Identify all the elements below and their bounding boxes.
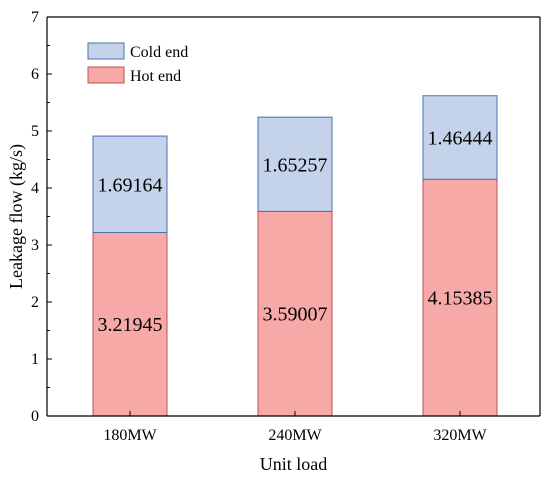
y-tick-label: 7 (31, 9, 39, 26)
y-tick-label: 0 (31, 408, 39, 425)
y-tick-label: 5 (31, 123, 39, 140)
data-label-cold-end-320mw: 1.46444 (428, 127, 493, 149)
data-label-hot-end-320mw: 4.15385 (428, 288, 493, 310)
data-labels-group: 3.21945 1.69164 3.59007 1.65257 4.15385 1.464… (98, 127, 493, 336)
x-axis-title: Unit load (260, 454, 328, 474)
bar-cold-end-180mw (92, 135, 168, 233)
bar-cold-end-240mw (257, 116, 333, 212)
bar-hot-end-180mw (92, 231, 168, 417)
bar-hot-end-320mw (422, 178, 498, 417)
data-label-hot-end-240mw: 3.59007 (263, 304, 328, 326)
legend-swatch-cold-end (87, 42, 125, 60)
data-label-cold-end-240mw: 1.65257 (263, 154, 328, 176)
legend-swatch-hot-end (87, 66, 125, 84)
y-tick-label: 4 (31, 180, 39, 197)
data-label-hot-end-180mw: 3.21945 (98, 314, 163, 336)
y-tick-label: 6 (31, 66, 39, 83)
x-tick-label-320mw: 320MW (433, 427, 487, 444)
x-tick-label-240mw: 240MW (268, 427, 322, 444)
x-tick-label-180mw: 180MW (103, 427, 157, 444)
axes-group: 0 1 2 3 4 5 6 7 180MW 240MW 320MW (31, 9, 541, 444)
data-label-cold-end-180mw: 1.69164 (98, 174, 163, 196)
legend: Cold end Hot end (87, 42, 188, 85)
y-tick-label: 1 (31, 351, 39, 368)
y-axis-title: Leakage flow (kg/s) (6, 144, 27, 289)
y-tick-label: 3 (31, 237, 39, 254)
legend-label-hot-end: Hot end (130, 68, 181, 85)
bars-group (92, 95, 498, 417)
legend-label-cold-end: Cold end (130, 44, 188, 61)
bar-cold-end-320mw (422, 95, 498, 180)
y-tick-label: 2 (31, 294, 39, 311)
